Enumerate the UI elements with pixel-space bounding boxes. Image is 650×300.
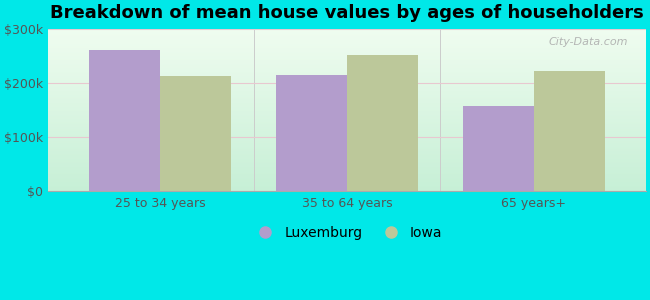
Text: City-Data.com: City-Data.com [549,38,628,47]
Bar [89,50,160,191]
Bar [463,106,534,191]
Bar [160,76,231,191]
Bar [276,75,347,191]
Legend: Luxemburg, Iowa: Luxemburg, Iowa [246,220,448,245]
Title: Breakdown of mean house values by ages of householders: Breakdown of mean house values by ages o… [50,4,644,22]
Bar [347,55,418,191]
Bar [534,71,604,191]
